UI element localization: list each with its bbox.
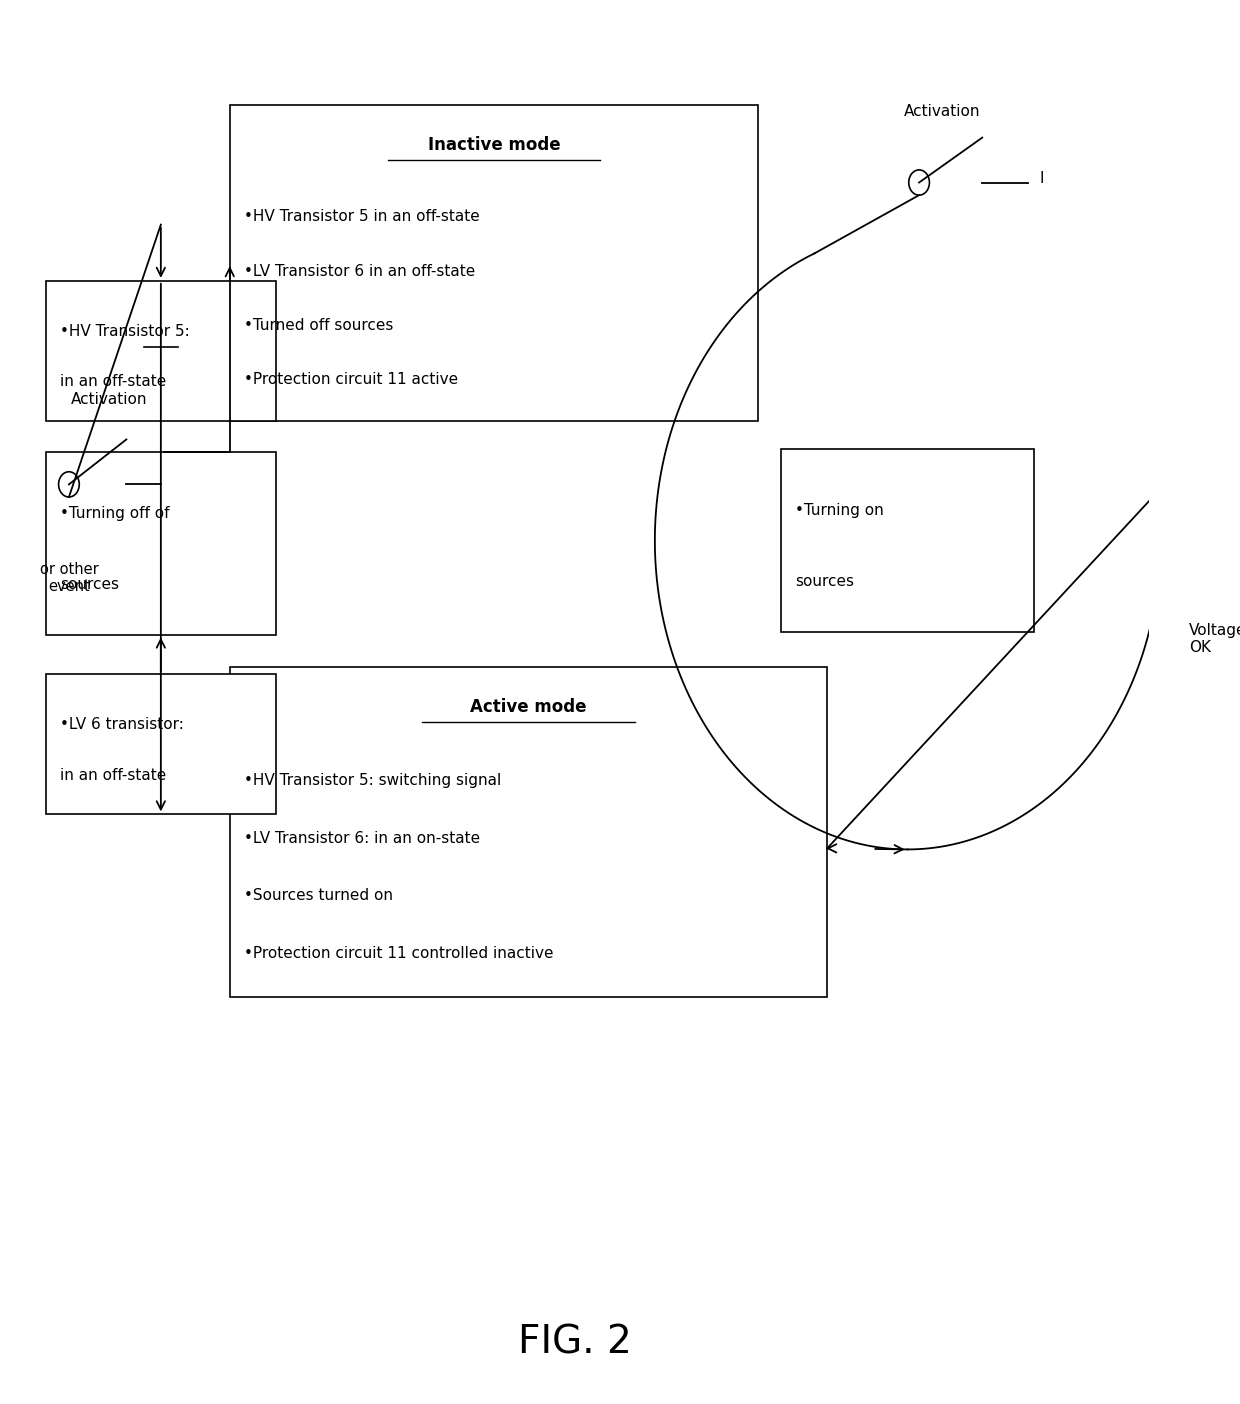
Text: Active mode: Active mode [470,698,587,716]
Text: in an off-state: in an off-state [60,768,166,782]
Text: or other
event: or other event [40,562,98,594]
Text: in an off-state: in an off-state [60,375,166,389]
Text: •LV 6 transistor:: •LV 6 transistor: [60,717,184,731]
Text: I: I [1039,171,1044,185]
Bar [46,452,275,635]
Text: •Sources turned on: •Sources turned on [243,889,393,903]
Text: •HV Transistor 5 in an off-state: •HV Transistor 5 in an off-state [243,209,480,225]
Text: Voltage
OK: Voltage OK [1189,622,1240,656]
Bar [229,667,827,997]
Text: •Turned off sources: •Turned off sources [243,319,393,333]
Text: Activation: Activation [71,392,148,407]
Text: Inactive mode: Inactive mode [428,136,560,154]
Text: •Turning on: •Turning on [795,503,884,518]
Text: •Turning off of: •Turning off of [60,505,169,521]
Text: sources: sources [60,577,119,592]
Text: Activation: Activation [904,104,981,119]
Text: sources: sources [795,574,854,590]
Text: •LV Transistor 6: in an on-state: •LV Transistor 6: in an on-state [243,831,480,845]
Text: •HV Transistor 5:: •HV Transistor 5: [60,324,190,338]
Bar [46,674,275,814]
Text: FIG. 2: FIG. 2 [517,1324,631,1362]
Text: •LV Transistor 6 in an off-state: •LV Transistor 6 in an off-state [243,264,475,278]
Text: •Protection circuit 11 controlled inactive: •Protection circuit 11 controlled inacti… [243,946,553,962]
Bar [46,281,275,421]
Bar [781,449,1034,632]
Text: •HV Transistor 5: switching signal: •HV Transistor 5: switching signal [243,772,501,788]
Text: •Protection circuit 11 active: •Protection circuit 11 active [243,372,458,388]
Bar [229,105,758,421]
